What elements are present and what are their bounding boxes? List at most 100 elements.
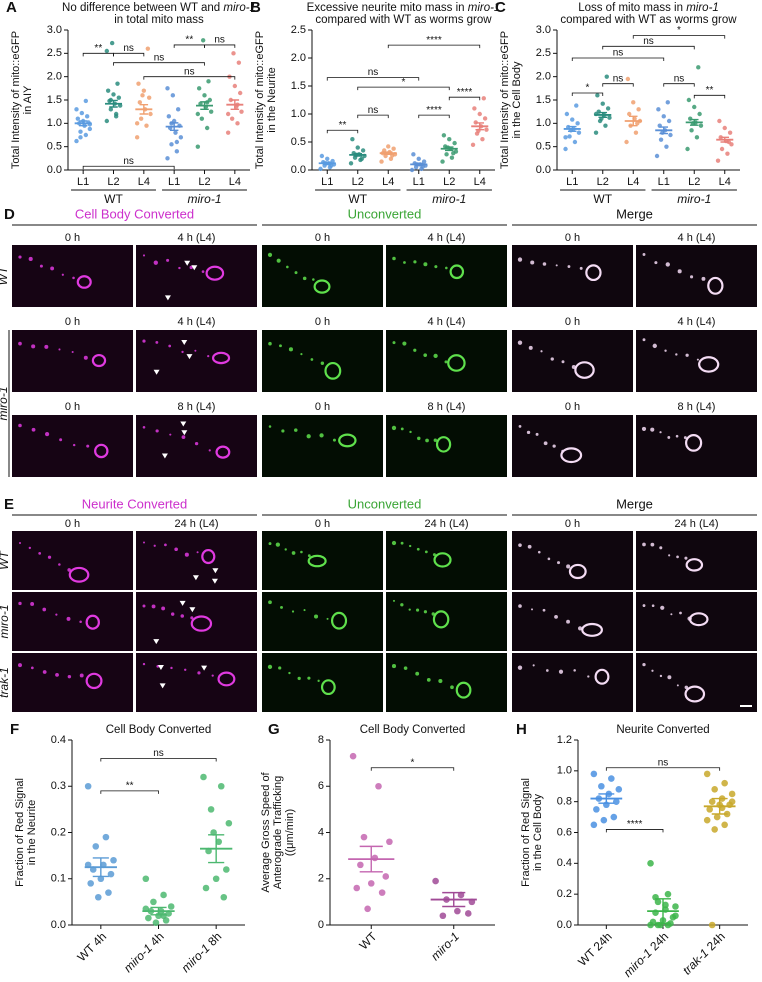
mito-puncta (166, 258, 170, 262)
cell-body (85, 614, 100, 630)
mito-puncta (566, 619, 570, 624)
data-point (75, 116, 81, 121)
significance-label: ns (674, 73, 685, 84)
mito-puncta (530, 608, 534, 611)
time-label: 4 h (L4) (428, 232, 466, 244)
mito-puncta (434, 265, 438, 269)
cell-body (585, 264, 602, 282)
mito-puncta (425, 438, 429, 443)
text-run: miro-1 (187, 192, 221, 206)
time-label: 0 h (315, 401, 330, 413)
cell-body (338, 433, 357, 448)
data-point (672, 903, 679, 910)
error-bar (442, 891, 466, 908)
y-axis-label: Total Intensity of mito::eGFP (254, 31, 266, 169)
mito-puncta (155, 340, 159, 344)
data-point (484, 127, 489, 132)
y-tick-label: 2 (318, 873, 324, 885)
data-point (728, 798, 736, 805)
cell-body (449, 264, 465, 280)
data-point (595, 93, 600, 98)
data-point (440, 159, 445, 164)
error-bar (230, 99, 240, 111)
mito-puncta (433, 438, 438, 442)
mito-puncta (42, 670, 47, 674)
micrograph (12, 531, 133, 590)
data-point (593, 806, 600, 813)
cell-body (205, 265, 225, 281)
panel-letter: A (6, 0, 17, 16)
y-tick-label: 0.5 (536, 141, 551, 153)
data-point (212, 875, 220, 883)
data-point (202, 884, 210, 892)
text-run: Excessive neurite mito mass in (307, 2, 468, 14)
mito-puncta (517, 257, 523, 262)
significance-bracket (632, 35, 726, 39)
x-tick-label: trak-1 24h (680, 929, 728, 977)
y-tick-label: 0 (318, 919, 324, 931)
data-point (199, 116, 205, 121)
time-label: 0 h (315, 316, 330, 328)
data-point (647, 921, 654, 929)
significance-label: ns (613, 48, 624, 59)
mito-puncta (326, 617, 329, 620)
data-point (150, 898, 157, 906)
mito-puncta (530, 260, 535, 265)
mito-puncta (79, 620, 82, 623)
column-header: Merge (616, 206, 653, 221)
micrograph (136, 653, 257, 712)
panel-letter: B (250, 0, 261, 16)
data-point (107, 870, 115, 878)
error-bar (567, 125, 577, 132)
error-bar (598, 111, 608, 118)
mito-puncta (550, 357, 554, 361)
y-tick-label: 0.3 (51, 780, 66, 792)
arrowhead (192, 575, 199, 581)
row-label: trak-1 (0, 667, 11, 698)
data-point (111, 92, 116, 97)
text-run: No difference between WT and (62, 2, 223, 14)
significance-label: **** (426, 105, 442, 116)
cell-body (330, 611, 348, 630)
panel-letter: D (4, 206, 15, 223)
data-point (357, 861, 364, 869)
cell-body (455, 681, 472, 699)
significance-label: ns (154, 52, 165, 63)
mito-puncta (18, 255, 22, 259)
text-run: miro-1 (428, 929, 462, 963)
y-tick-label: 0.4 (51, 734, 66, 746)
mito-puncta (665, 262, 670, 267)
chart-title: Excessive neurite mito mass in miro-1 (307, 2, 501, 14)
data-point (152, 919, 160, 926)
significance-bracket (571, 57, 665, 61)
mito-puncta (59, 438, 63, 442)
group-label: WT (104, 192, 123, 206)
y-tick-label: 0.0 (51, 919, 66, 931)
cell-body (190, 615, 213, 632)
significance-bracket (663, 83, 695, 87)
data-point (104, 48, 110, 54)
significance-bracket (571, 92, 604, 96)
mito-puncta (39, 264, 43, 268)
mito-puncta (67, 674, 72, 679)
mito-puncta (55, 613, 58, 616)
data-point (703, 770, 711, 778)
mito-puncta (66, 616, 71, 621)
column-header: Cell Body Converted (75, 206, 194, 221)
mito-puncta (196, 551, 199, 554)
mito-puncta (45, 431, 50, 437)
y-axis-label: Fraction of Red Signal (520, 778, 532, 887)
cell-body (320, 679, 336, 696)
mito-puncta (518, 604, 522, 608)
data-point (84, 782, 92, 790)
mito-puncta (72, 443, 76, 447)
cell-body (707, 276, 724, 295)
x-tick-label: L1 (168, 176, 180, 188)
error-bar (92, 857, 109, 878)
error-bar (628, 115, 638, 127)
time-label: 0 h (65, 401, 80, 413)
cell-body (313, 279, 331, 294)
data-point (563, 135, 568, 140)
x-tick-label: miro-1 24h (621, 929, 671, 979)
x-tick-label: L2 (352, 176, 364, 188)
